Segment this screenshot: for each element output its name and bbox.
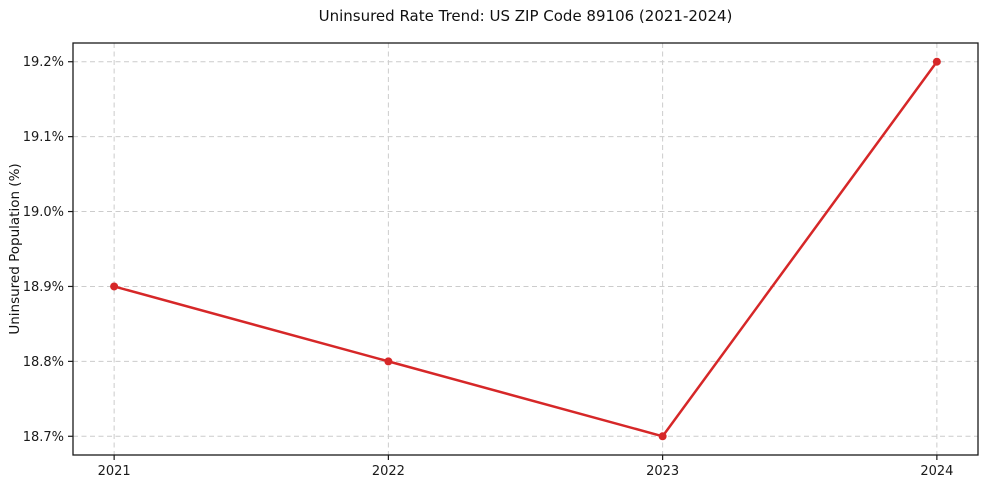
data-point-marker [658,432,667,441]
x-tick-label: 2022 [372,464,405,479]
axis-tick-labels: 18.7% 18.8% 18.9% 19.0% 19.1% 19.2% 2021 2022 20… [23,55,954,479]
trend-line [112,60,939,438]
y-tick-label: 18.8% [23,355,64,370]
x-tick-label: 2024 [920,464,953,479]
y-tick-label: 19.1% [23,130,64,145]
data-point-marker [384,357,393,366]
y-tick-label: 19.0% [23,205,64,220]
data-point-marker [110,282,119,291]
chart-title: Uninsured Rate Trend: US ZIP Code 89106 … [318,7,733,25]
y-tick-label: 19.2% [23,55,64,70]
grid-lines [73,43,978,455]
plot-border [72,42,979,456]
y-axis-title: Uninsured Population (%) [7,163,23,335]
y-tick-label: 18.9% [23,280,64,295]
y-tick-label: 18.7% [23,430,64,445]
x-tick-label: 2023 [646,464,679,479]
axis-ticks [68,61,938,460]
data-point-marker [932,57,941,66]
x-tick-label: 2021 [98,464,131,479]
